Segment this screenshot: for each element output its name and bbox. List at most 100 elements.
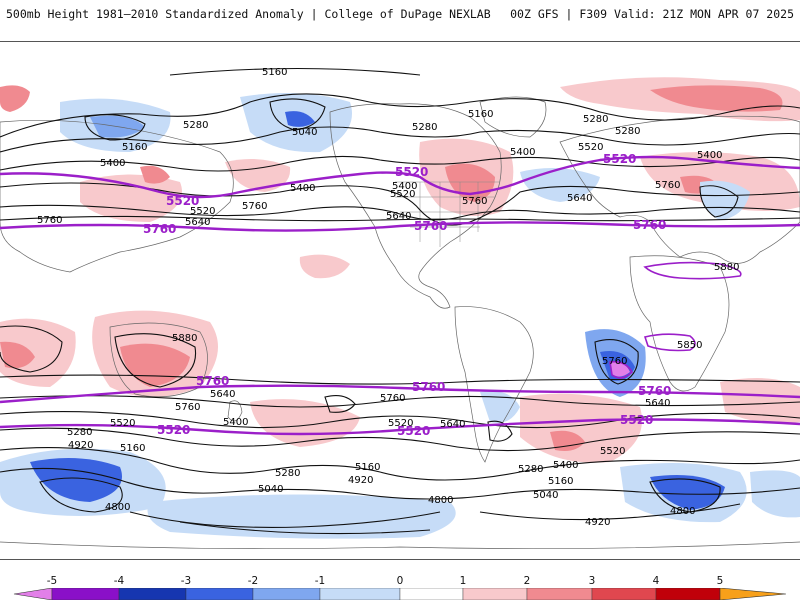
anomaly-area [140,165,170,184]
anomaly-area [720,378,800,424]
colorbar-segment [51,588,120,600]
coastline-south-america [454,306,534,463]
contour-label: 5160 [122,142,147,153]
contour-5760-south [0,384,800,404]
contour-label: 5520 [190,206,215,217]
contour-line [0,93,800,138]
contour-label: 5280 [615,126,640,137]
contour-label: 5040 [292,127,317,138]
contour-label: 5520 [578,142,603,153]
contour-5520-south [0,418,800,436]
colorbar-segment [399,588,464,600]
contour-line [0,204,800,221]
colorbar-tick-label: -4 [113,575,125,587]
contour-closed-india [643,261,742,280]
contour-label: 5520 [110,418,135,429]
anomaly-area [225,158,291,192]
colorbar-tick-label: 5 [716,575,724,587]
contour-label: 5280 [183,120,208,131]
contour-label: 4800 [670,506,695,517]
contour-label: 5760 [414,219,447,233]
contour-line [649,478,721,513]
anomaly-area [80,174,182,222]
contour-label: 5280 [275,468,300,479]
contour-label: 5400 [290,183,315,194]
contour-label: 5520 [166,194,199,208]
anomaly-area [750,470,800,518]
contour-label: 5760 [412,380,445,394]
contour-line [479,503,741,521]
anomaly-area [147,494,456,539]
anomaly-area [0,85,30,112]
anomaly-area [250,399,360,447]
header: 500mb Height 1981–2010 Standardized Anom… [0,0,800,40]
contour-label: 5520 [388,418,413,429]
anomaly-area [650,85,783,112]
contour-label: 5640 [440,419,465,430]
contour-line [129,511,441,528]
coastline-eurasia [559,115,800,264]
contour-line [0,427,800,452]
contour-line [114,333,197,388]
contour-label: 5760 [638,384,671,398]
contour-label: 5520 [397,424,430,438]
coastlines [0,96,800,550]
contour-line [39,477,123,513]
colorbar: -5 -4 -3 -2 -1 0 1 2 3 4 5 [0,575,800,600]
contour-label: 5760 [175,402,200,413]
contour-label: 5160 [262,67,287,78]
colorbar-gradient [13,588,787,600]
contour-label: 5520 [395,165,428,179]
contour-label: 5280 [518,464,543,475]
anomaly-area [0,341,35,369]
contour-line [179,521,431,535]
contour-label: 5400 [100,158,125,169]
map-panel: 5160 5280 5040 5160 5400 5280 5160 5400 … [0,41,800,560]
contour-label: 5400 [392,181,417,192]
height-contours [0,67,800,535]
colorbar-tick-label: -5 [46,575,58,587]
chart-title: 500mb Height 1981–2010 Standardized Anom… [6,7,491,21]
colorbar-segment [526,588,593,600]
contour-line [0,446,800,481]
colorbar-tick-label: 2 [523,575,531,587]
contour-label: 4800 [105,502,130,513]
contour-label: 5040 [258,484,283,495]
colorbar-tick-label: 0 [396,575,404,587]
contour-label: 5520 [390,189,415,200]
anomaly-area [520,168,600,202]
contour-line [0,411,800,429]
anomaly-area [520,393,642,463]
colorbar-tick-label: 4 [652,575,660,587]
contour-closed-madagascar [643,333,696,352]
contour-label: 5160 [468,109,493,120]
anomaly-map: 5160 5280 5040 5160 5400 5280 5160 5400 … [0,67,800,550]
contour-label: 5040 [533,490,558,501]
colorbar-arrow-left [13,588,53,600]
contour-label: 4920 [348,475,373,486]
contour-line [699,185,739,218]
contour-label: 5280 [583,114,608,125]
contour-label: 5400 [553,460,578,471]
colorbar-arrow-right [719,588,787,600]
contour-label: 5520 [157,423,190,437]
coastline-greenland [479,96,547,138]
contour-label: 5640 [185,217,210,228]
contour-label: 5880 [714,262,739,273]
colorbar-tick-label: -2 [247,575,259,587]
coastline-asia-west [0,119,234,273]
contour-5760-north [0,221,800,232]
anomaly-area [480,391,520,423]
contour-line [0,182,800,226]
contour-label: 5520 [620,413,653,427]
contour-label: 5760 [602,356,627,367]
contour-label: 5760 [380,393,405,404]
contour-line [594,339,639,385]
contour-line [84,114,146,141]
coastline-new-zealand [227,400,243,422]
contour-line [0,155,800,172]
colorbar-tick-label: -1 [314,575,326,587]
contour-closed-atlantic [609,360,634,379]
coastline-africa [629,255,730,392]
contour-line [487,420,513,442]
